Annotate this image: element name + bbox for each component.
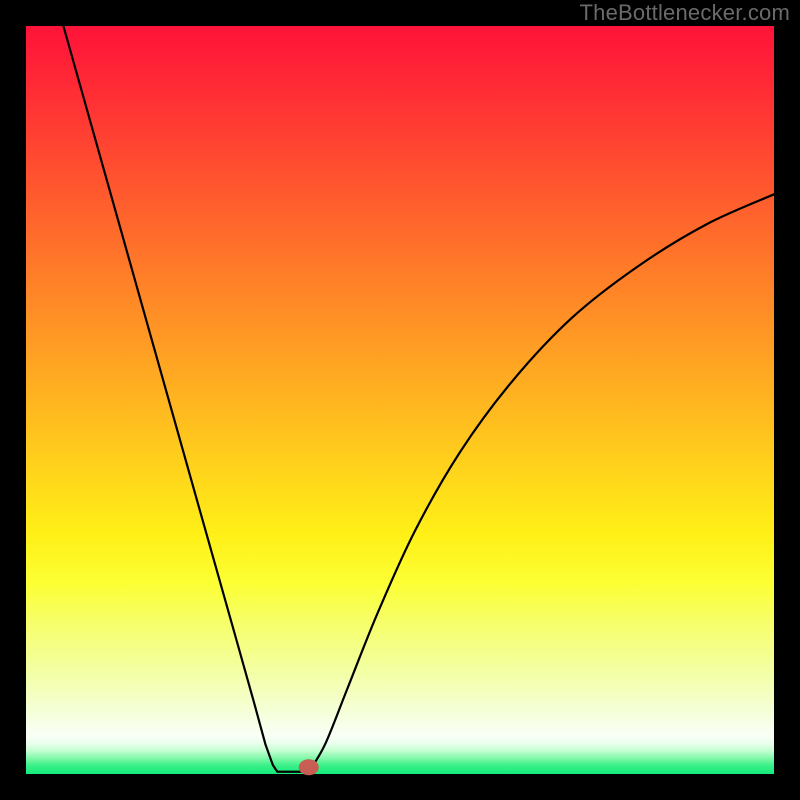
chart-frame: TheBottlenecker.com xyxy=(0,0,800,800)
gradient-background xyxy=(26,26,774,774)
bottleneck-curve-plot xyxy=(0,0,800,800)
optimal-point-marker xyxy=(299,759,319,775)
